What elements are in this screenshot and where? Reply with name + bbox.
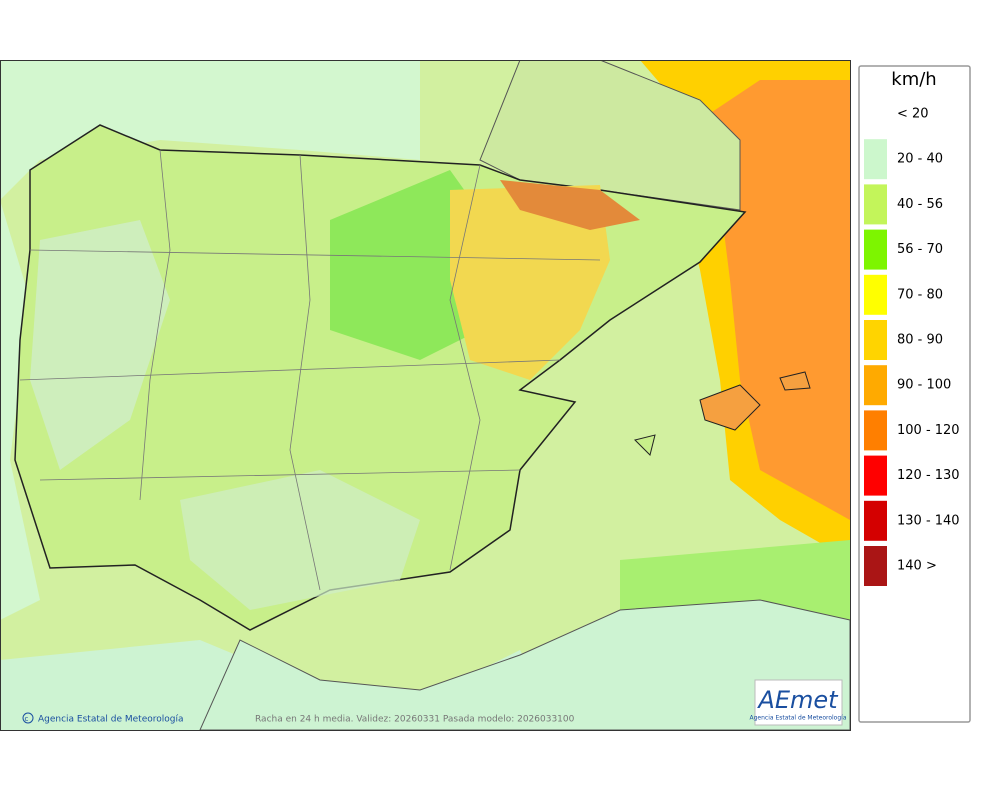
legend-label: 70 - 80 — [897, 287, 943, 302]
mallorca — [699, 384, 761, 431]
legend-swatch — [864, 184, 887, 225]
logo-subtitle: Agencia Estatal de Meteorología — [750, 715, 847, 722]
map — [0, 60, 850, 730]
caption: Racha en 24 h media. Validez: 20260331 P… — [255, 715, 575, 725]
logo-box — [754, 679, 843, 726]
legend-label: 40 - 56 — [897, 197, 943, 212]
legend-label: 100 - 120 — [897, 423, 960, 438]
legend-label: 130 - 140 — [897, 513, 960, 528]
legend-label: 120 - 130 — [897, 468, 960, 483]
legend-swatch — [864, 139, 887, 180]
ibiza — [634, 434, 656, 456]
legend-swatch — [864, 274, 887, 315]
very-strong-zone — [500, 180, 640, 230]
legend-swatch — [864, 320, 887, 360]
legend-swatch — [864, 94, 887, 134]
legend-swatch — [864, 455, 887, 496]
legend-label: 90 - 100 — [897, 378, 951, 393]
credit: Agencia Estatal de Meteorología — [38, 715, 184, 725]
logo-name: AEmet — [756, 686, 839, 714]
north-africa — [199, 599, 850, 730]
calm-zone — [30, 220, 170, 470]
legend-label: 20 - 40 — [897, 152, 943, 167]
calm-zone — [180, 470, 420, 610]
menorca — [779, 371, 811, 391]
legend-swatch — [864, 365, 887, 406]
legend-label: < 20 — [897, 107, 929, 122]
map-frame — [0, 60, 851, 731]
atlantic-calm — [0, 200, 40, 620]
legend-label: 56 - 70 — [897, 242, 943, 257]
atlantic-calm — [0, 60, 420, 200]
legend-swatch — [864, 500, 887, 541]
legend-unit: km/h — [891, 69, 936, 90]
legend-swatch — [864, 410, 887, 451]
legend-label: 80 - 90 — [897, 333, 943, 348]
copyright-letter: c — [25, 715, 29, 723]
strong-zone — [450, 185, 610, 380]
france — [479, 60, 741, 211]
legend-label: 140 > — [897, 559, 937, 574]
copyright-icon — [22, 712, 34, 724]
legend: < 20 20 - 40 40 - 56 56 - 70 70 - 80 80 - 90 9… — [864, 94, 960, 586]
legend-swatch — [864, 546, 887, 586]
province-borders — [19, 149, 601, 591]
legend-swatch — [864, 229, 887, 270]
